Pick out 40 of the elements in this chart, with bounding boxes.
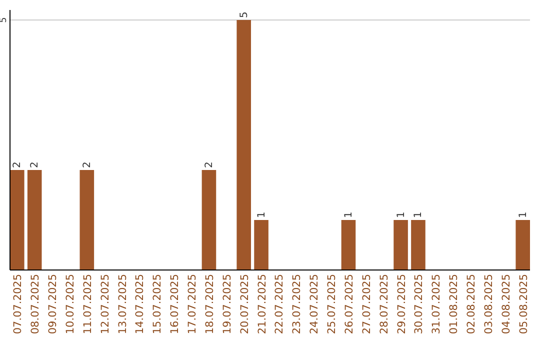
x-tick-label: 09.07.2025 [47, 274, 60, 334]
x-tick-label: 29.07.2025 [396, 274, 408, 334]
x-tick-label: 07.07.2025 [12, 274, 24, 334]
data-label: 2 [204, 162, 215, 168]
x-tick-label: 11.07.2025 [82, 274, 94, 334]
x-tick-label: 13.07.2025 [116, 274, 129, 334]
x-tick-label: 22.07.2025 [274, 274, 286, 334]
x-tick-label: 27.07.2025 [360, 274, 373, 334]
x-tick-label: 24.07.2025 [308, 274, 321, 334]
x-tick-label: 02.08.2025 [466, 274, 478, 334]
x-tick-label: 30.07.2025 [413, 274, 426, 334]
data-label: 2 [12, 162, 24, 168]
x-tick-label: 01.08.2025 [448, 274, 460, 334]
x-tick-label: 12.07.2025 [99, 274, 112, 334]
data-label: 1 [518, 212, 529, 218]
x-tick-label: 18.07.2025 [204, 274, 216, 334]
x-tick-label: 05.08.2025 [518, 274, 530, 334]
x-tick-label: 04.08.2025 [500, 274, 512, 334]
data-label: 2 [30, 162, 41, 168]
data-label: 2 [82, 162, 93, 168]
data-label: 1 [413, 212, 424, 218]
x-tick-label: 19.07.2025 [221, 274, 234, 334]
x-tick-label: 15.07.2025 [152, 274, 164, 334]
x-tick-label: 21.07.2025 [256, 274, 268, 334]
x-tick-label: 28.07.2025 [378, 274, 390, 334]
x-tick-label: 10.07.2025 [64, 274, 76, 334]
x-tick-label: 03.08.2025 [482, 274, 495, 334]
data-label: 1 [343, 212, 354, 218]
x-tick-label: 25.07.2025 [326, 274, 338, 334]
x-tick-label: 20.07.2025 [238, 274, 251, 334]
x-tick-label: 31.07.2025 [430, 274, 443, 334]
x-tick-label: 26.07.2025 [343, 274, 356, 334]
data-label: 5 [238, 12, 250, 18]
x-tick-label: 16.07.2025 [169, 274, 182, 334]
x-tick-label: 23.07.2025 [291, 274, 304, 334]
data-label: 1 [396, 212, 407, 218]
x-tick-label: 17.07.2025 [186, 274, 199, 334]
x-tick-label: 08.07.2025 [30, 274, 42, 334]
data-label: 1 [256, 212, 268, 218]
x-tick-label: 14.07.2025 [134, 274, 146, 334]
